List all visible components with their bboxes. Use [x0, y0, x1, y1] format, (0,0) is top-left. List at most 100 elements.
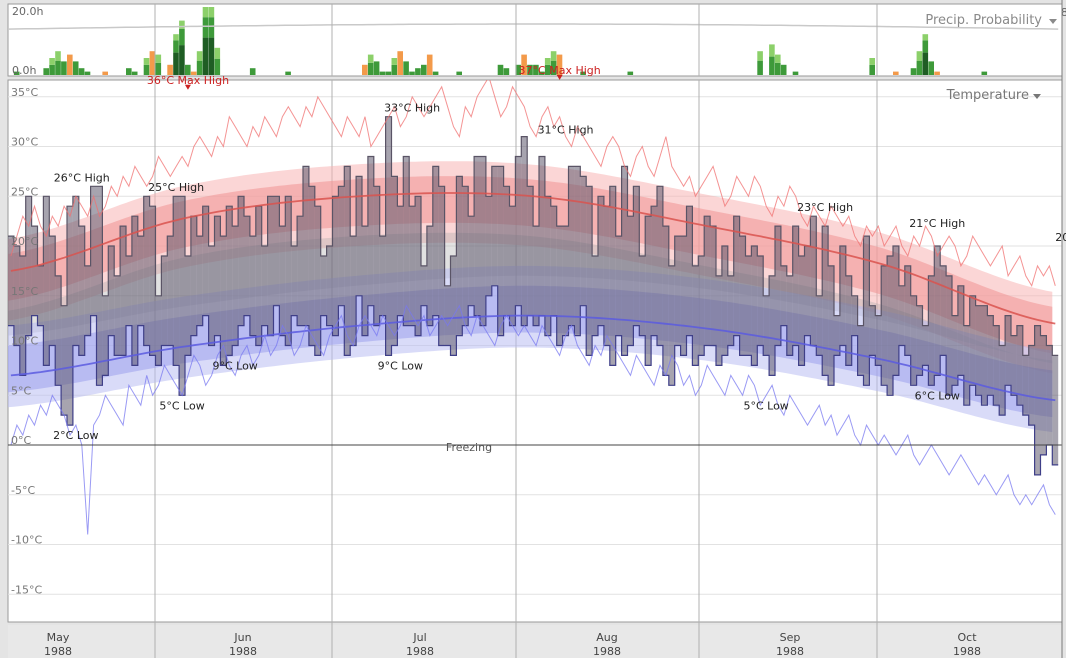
daily-temp-bar [137, 236, 144, 326]
daily-temp-bar [19, 256, 26, 376]
precip-bar [391, 58, 398, 65]
daily-temp-bar [485, 196, 492, 296]
daily-temp-bar [161, 256, 168, 346]
daily-temp-bar [633, 186, 640, 326]
daily-temp-bar [969, 295, 976, 386]
daily-temp-bar [503, 186, 510, 316]
daily-temp-bar [491, 166, 498, 286]
daily-temp-bar [421, 265, 427, 306]
temperature-annotation: 20°C High [1055, 231, 1066, 244]
daily-temp-bar [739, 236, 746, 356]
y-tick-label: 35°C [11, 86, 38, 99]
temperature-annotation: 26°C High [54, 171, 110, 184]
daily-temp-bar [185, 256, 191, 356]
y-tick-label: 0°C [11, 434, 31, 447]
daily-temp-bar [214, 216, 221, 336]
record-high-line [10, 80, 1056, 288]
daily-temp-bar [255, 206, 262, 346]
daily-temp-bar [61, 305, 67, 416]
daily-temp-bar [356, 176, 362, 296]
precip-bar [202, 37, 209, 75]
daily-temp-bar [385, 116, 392, 356]
daily-temp-bar [704, 216, 711, 346]
daily-temp-bar [167, 236, 174, 346]
daily-temp-bar [314, 206, 321, 356]
precip-bar [49, 64, 55, 75]
daily-temp-bar [143, 196, 150, 346]
precip-bar [155, 54, 162, 63]
daily-temperature-bars [8, 116, 1059, 476]
daily-temp-bar [733, 216, 740, 336]
chevron-down-icon [1049, 19, 1057, 24]
daily-temp-bar [367, 156, 374, 306]
daily-temp-bar [946, 275, 952, 396]
month-label: Aug [596, 631, 617, 644]
y-tick-label: -10°C [11, 534, 42, 547]
precip-bar [627, 71, 634, 75]
daily-temp-bar [238, 196, 244, 326]
precip-bar [426, 54, 433, 75]
daily-temp-bar [67, 206, 73, 426]
normal-low-line [10, 314, 1056, 402]
daily-temp-bar [698, 256, 705, 356]
precip-bar [533, 64, 539, 75]
precip-bar [214, 47, 221, 59]
precip-bar [922, 40, 929, 53]
daily-temp-bar [90, 186, 97, 316]
precip-dropdown[interactable]: Precip. Probability [925, 13, 1057, 28]
daily-temp-bar [37, 265, 44, 326]
precip-bar [379, 71, 386, 75]
daily-temp-bar [1028, 345, 1035, 426]
daily-temp-bar [403, 156, 410, 326]
precip-bar [373, 61, 380, 75]
daily-temp-bar [131, 216, 138, 366]
temperature-annotation: 9°C Low [212, 359, 257, 372]
precip-bar [503, 68, 510, 75]
daily-temp-bar [562, 226, 569, 336]
precip-bar [928, 61, 934, 75]
freezing-label: Freezing [446, 441, 492, 454]
temperature-annotation: 33°C High [384, 102, 440, 115]
chevron-down-icon [1033, 94, 1041, 99]
daily-temp-bar [904, 265, 911, 356]
month-label: Jul [412, 631, 426, 644]
daily-temp-bar [957, 285, 964, 376]
precip-bar [367, 54, 374, 63]
precip-bar [775, 62, 781, 75]
daily-temp-bar [155, 295, 162, 366]
precip-title: Precip. Probability [925, 13, 1042, 28]
daily-temp-bar [981, 305, 988, 406]
daily-temp-bar [851, 295, 858, 336]
daily-temp-bar [78, 226, 85, 356]
precip-bar [869, 64, 875, 75]
daily-temp-bar [202, 206, 209, 316]
precip-bar [916, 51, 923, 61]
daily-temp-bar [31, 226, 38, 316]
daily-temp-bar [126, 256, 132, 326]
daily-temp-bar [586, 186, 593, 356]
year-label: 1988 [44, 645, 72, 658]
precip-bar [102, 71, 108, 75]
precip-bar [556, 54, 563, 75]
precip-bar [55, 60, 61, 75]
year-label: 1988 [406, 645, 434, 658]
daily-temp-bar [875, 315, 882, 366]
daily-temp-bar [1040, 335, 1047, 455]
y-tick-label: 10°C [11, 335, 38, 348]
daily-temp-bar [775, 226, 781, 346]
precip-bar [202, 17, 209, 38]
precip-edge-label: 8 [1061, 6, 1066, 19]
daily-temp-bar [786, 275, 793, 356]
daily-temp-bar [273, 196, 280, 306]
daily-temp-bar [668, 265, 675, 386]
daily-temp-bar [898, 285, 905, 346]
daily-temp-bar [173, 196, 180, 366]
temperature-dropdown[interactable]: Temperature [946, 88, 1041, 103]
precip-bar [167, 64, 173, 75]
month-labels: May1988Jun1988Jul1988Aug1988Sep1988Oct19… [44, 625, 981, 658]
precip-bar [456, 71, 462, 75]
daily-temp-bar [627, 216, 634, 346]
daily-temp-bar [993, 325, 1000, 406]
precip-axis-bottom: 0.0h [12, 64, 36, 77]
precip-bar [67, 54, 73, 75]
